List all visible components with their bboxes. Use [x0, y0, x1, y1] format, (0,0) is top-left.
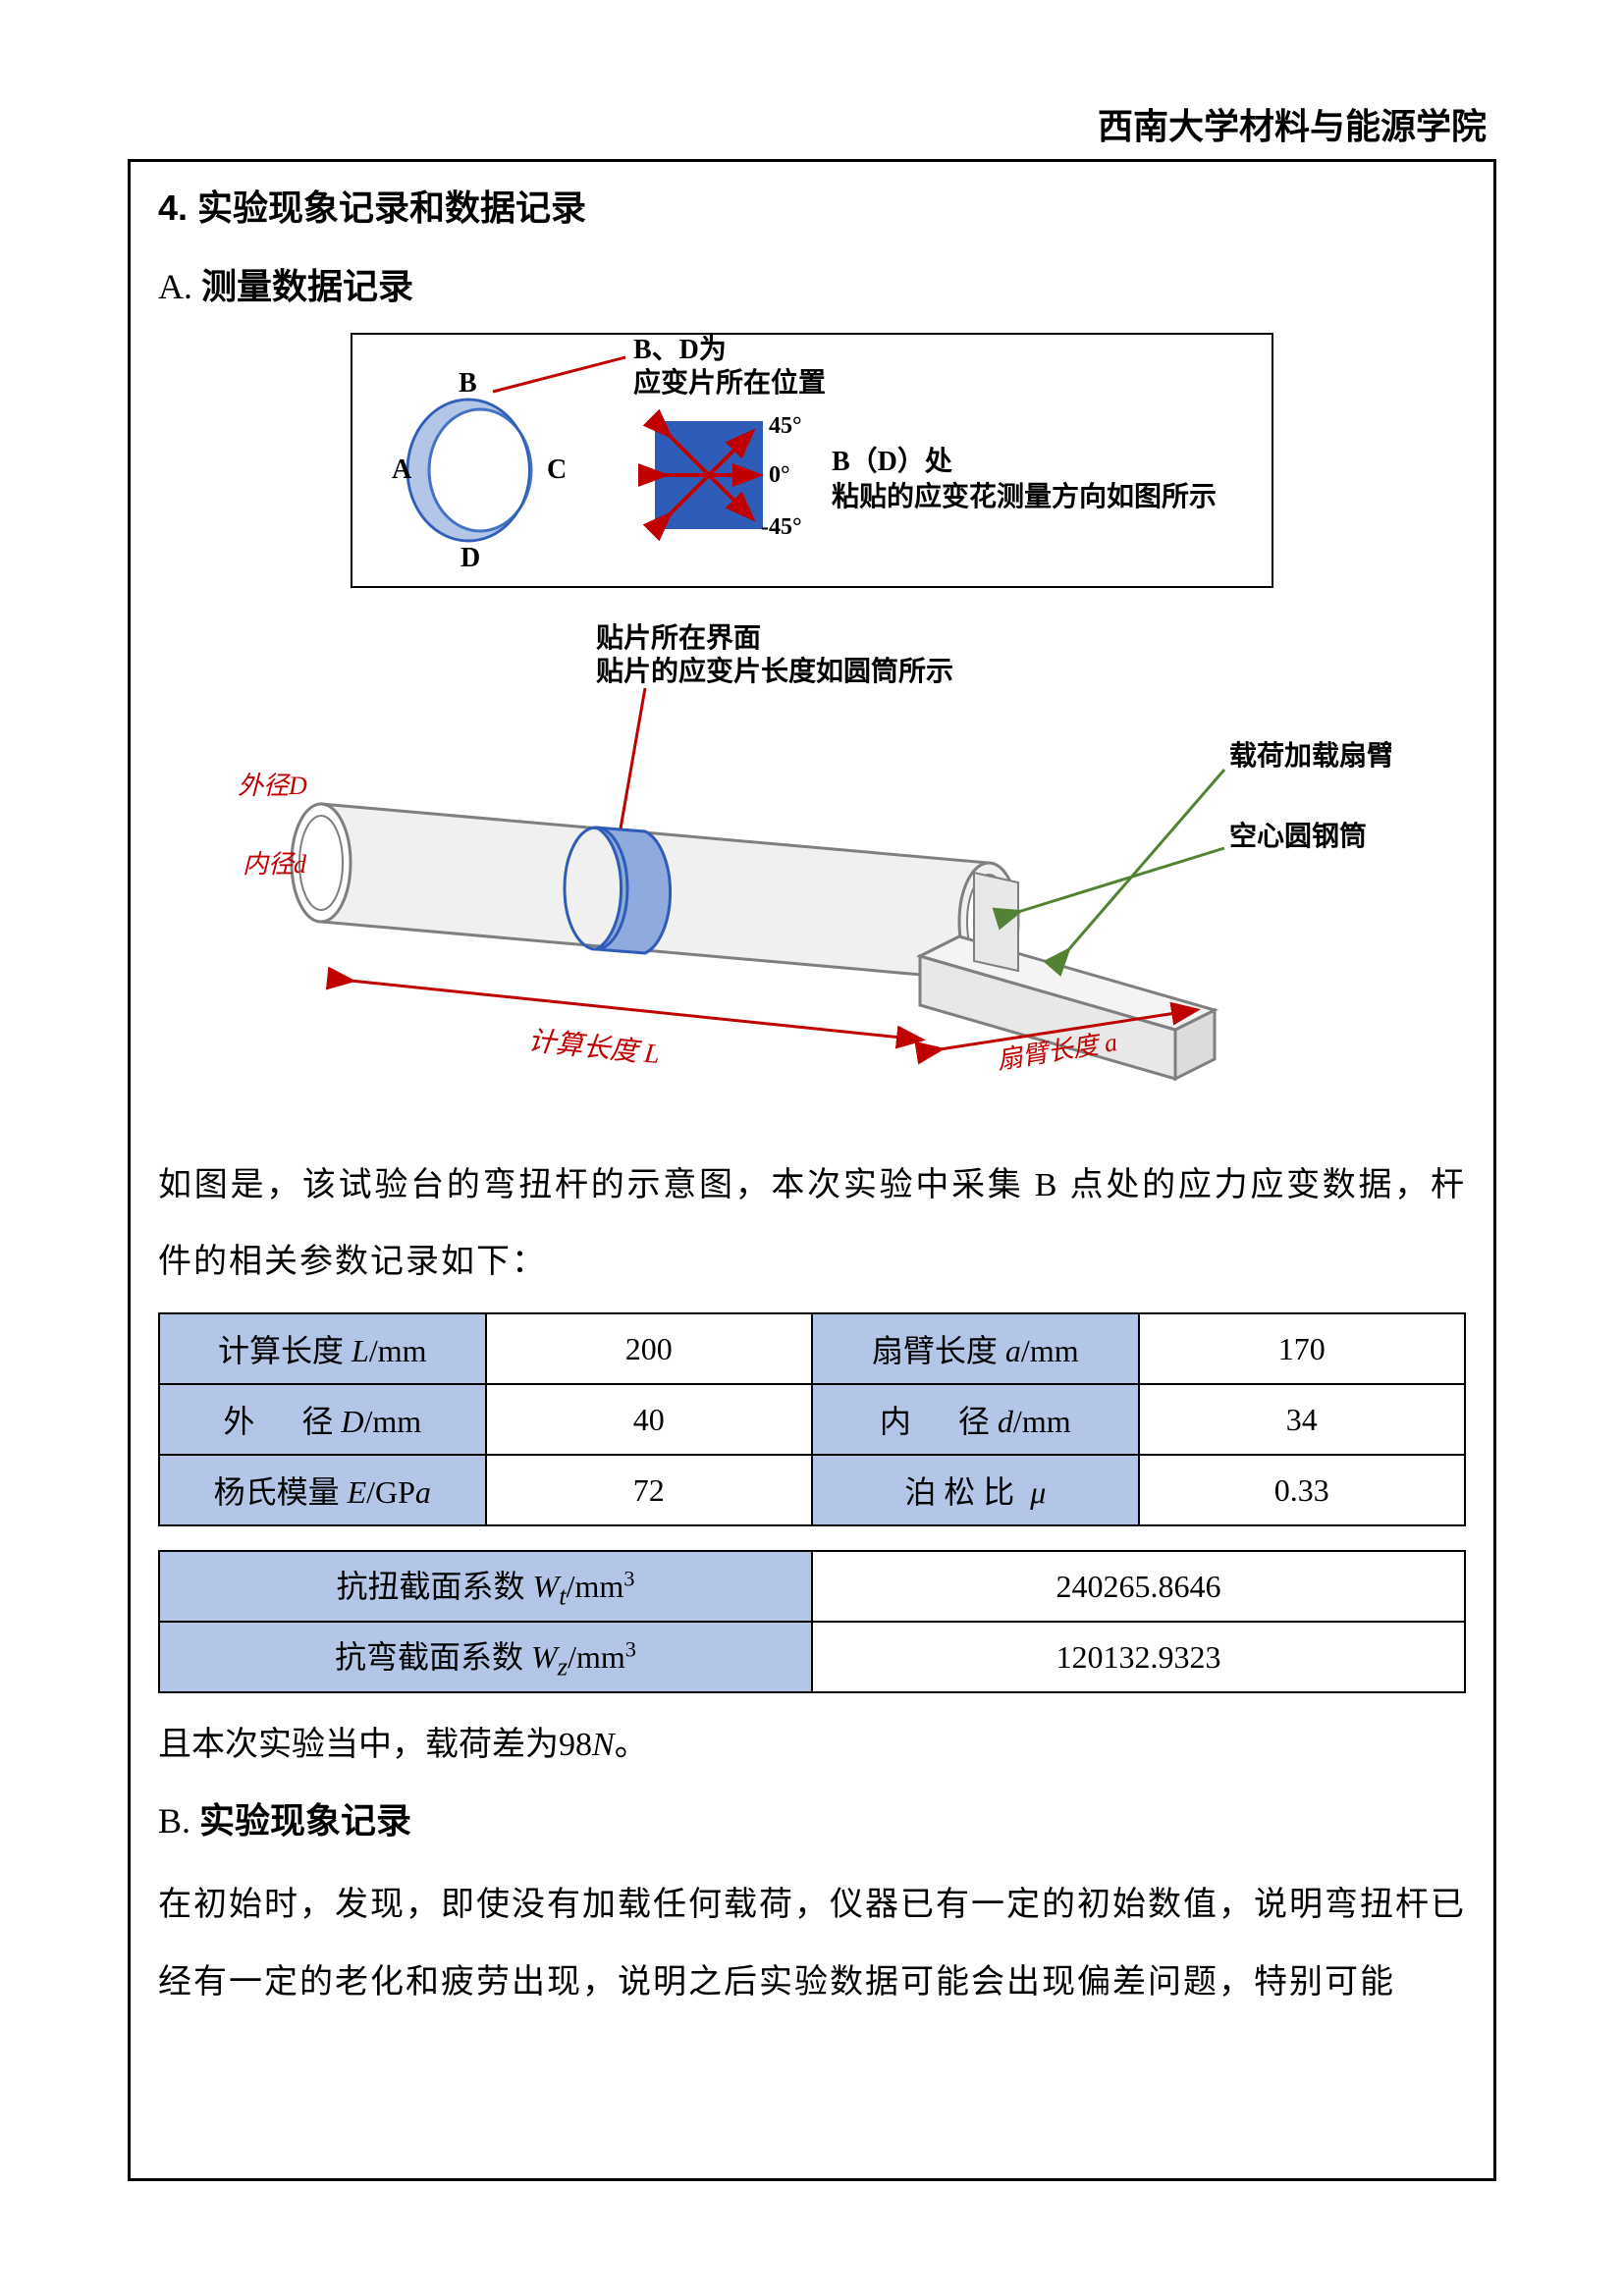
subsection-B-text: 实验现象记录	[199, 1801, 411, 1841]
subsection-B-title: B. 实验现象记录	[158, 1792, 1466, 1843]
fig1-rosette-line1: B（D）处	[832, 445, 952, 477]
fig1-label-C: C	[547, 454, 567, 485]
param-mu-value: 0.33	[1139, 1455, 1466, 1525]
fig2-patch-l2: 贴片的应变片长度如圆筒所示	[596, 655, 953, 687]
figure-2: 贴片所在界面 贴片的应变片长度如圆筒所示	[158, 617, 1466, 1108]
fig1-label-A: A	[392, 454, 412, 485]
load-note: 且本次实验当中，载荷差为98N。	[158, 1717, 1466, 1765]
fig1-rosette-line2: 粘贴的应变花测量方向如图所示	[832, 480, 1217, 512]
section-4-title: 4. 实验现象记录和数据记录	[158, 180, 1466, 231]
intro-paragraph: 如图是，该试验台的弯扭杆的示意图，本次实验中采集 B 点处的应力应变数据，杆件的…	[158, 1148, 1466, 1301]
B-paragraph: 在初始时，发现，即使没有加载任何载荷，仪器已有一定的初始数值，说明弯扭杆已经有一…	[158, 1867, 1466, 2020]
param-Wt-value: 240265.8646	[812, 1551, 1465, 1622]
param-E-value: 72	[486, 1455, 813, 1525]
fig1-bd-line2: 应变片所在位置	[633, 366, 826, 399]
param-a-value: 170	[1139, 1313, 1466, 1384]
content-frame: 4. 实验现象记录和数据记录 A. 测量数据记录 A B C D	[128, 159, 1496, 2181]
table-row: 杨氏模量 E/GPa 72 泊 松 比 μ 0.33	[159, 1455, 1465, 1525]
subsection-B-letter: B.	[158, 1801, 190, 1841]
param-L-value: 200	[486, 1313, 813, 1384]
fig1-label-D: D	[460, 543, 480, 573]
parameter-table-2: 抗扭截面系数 Wt/mm3 240265.8646 抗弯截面系数 Wz/mm3 …	[158, 1550, 1466, 1693]
fig2-outer-d: 外径D	[238, 772, 307, 800]
table-row: 抗扭截面系数 Wt/mm3 240265.8646	[159, 1551, 1465, 1622]
subsection-A-letter: A.	[158, 267, 192, 306]
fig1-angle-45: 45°	[769, 413, 802, 439]
fig2-calc-len: 计算长度 L	[526, 1026, 661, 1070]
table-row: 外径 D/mm 40 内径 d/mm 34	[159, 1384, 1465, 1455]
fig1-angle-0: 0°	[769, 462, 790, 488]
page: 西南大学材料与能源学院 4. 实验现象记录和数据记录 A. 测量数据记录 A B	[0, 0, 1624, 2296]
table-row: 抗弯截面系数 Wz/mm3 120132.9323	[159, 1622, 1465, 1692]
fig1-bd-line1: B、D为	[633, 334, 727, 365]
page-header-institution: 西南大学材料与能源学院	[128, 98, 1496, 149]
fig1-angle-n45: -45°	[761, 514, 802, 540]
parameter-table-1: 计算长度 L/mm 200 扇臂长度 a/mm 170 外径 D/mm 40 内…	[158, 1312, 1466, 1526]
subsection-A-title: A. 测量数据记录	[158, 258, 1466, 309]
table-row: 计算长度 L/mm 200 扇臂长度 a/mm 170	[159, 1313, 1465, 1384]
fig2-patch-l1: 贴片所在界面	[596, 622, 761, 654]
figure-1-svg: A B C D B、D为 应变片所在位置	[351, 333, 1273, 588]
fig2-inner-d: 内径d	[243, 850, 307, 879]
param-Wz-value: 120132.9323	[812, 1622, 1465, 1692]
figure-1: A B C D B、D为 应变片所在位置	[158, 333, 1466, 588]
param-d-value: 34	[1139, 1384, 1466, 1455]
fig2-arm-label: 载荷加载扇臂	[1229, 739, 1391, 772]
figure-2-svg: 贴片所在界面 贴片的应变片长度如圆筒所示	[233, 617, 1391, 1108]
fig2-tube-label: 空心圆钢筒	[1229, 820, 1367, 852]
fig1-label-B: B	[459, 368, 477, 399]
param-D-value: 40	[486, 1384, 813, 1455]
subsection-A-text: 测量数据记录	[201, 267, 413, 306]
